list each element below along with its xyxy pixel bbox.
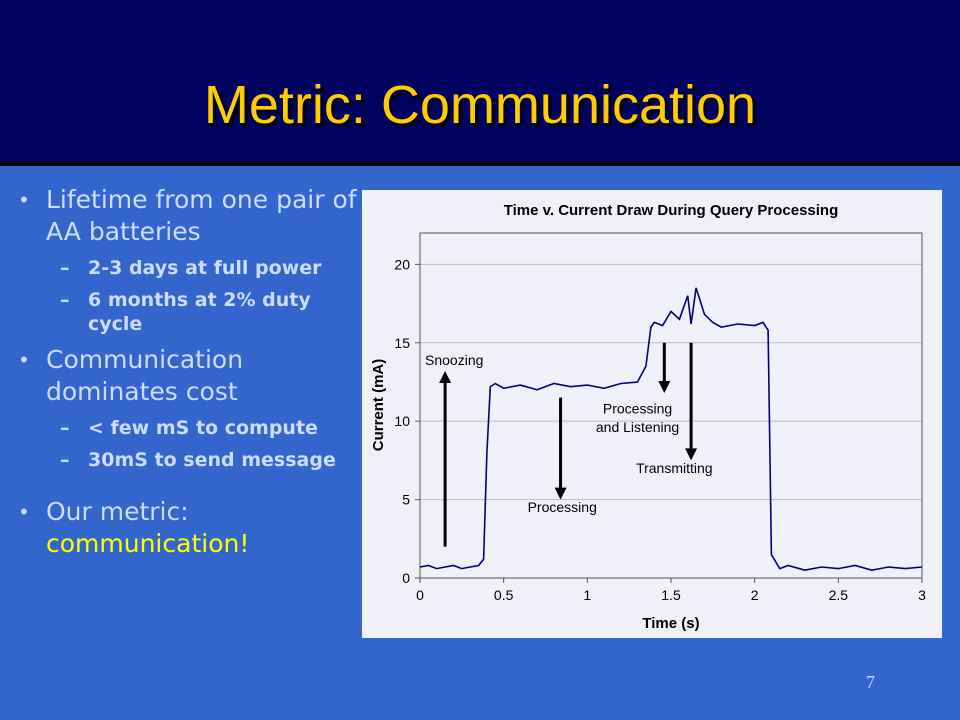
x-tick-label: 2 (751, 587, 759, 603)
bullet-list: Lifetime from one pair of AA batteries 2… (18, 184, 358, 568)
x-tick-label: 0.5 (494, 587, 514, 603)
series-line-current (419, 287, 923, 572)
sub-bullet-full-power: 2-3 days at full power (18, 256, 358, 280)
x-tick-label: 0 (416, 587, 424, 603)
title-bar (0, 0, 960, 162)
y-axis-label: Current (mA) (370, 359, 387, 452)
annotation-label: Processing (603, 400, 672, 416)
sub-bullet-compute: < few mS to compute (18, 416, 358, 440)
annotation-arrowhead (554, 487, 567, 500)
bullet-communication-cost: Communication dominates cost (18, 344, 358, 408)
annotation-arrowhead (439, 371, 452, 383)
annotation-arrowhead (658, 380, 671, 393)
annotation-label: and Listening (596, 419, 679, 435)
y-tick-label: 20 (394, 256, 410, 272)
page-number: 7 (866, 672, 875, 692)
annotation-label: Processing (528, 499, 597, 515)
sub-bullet-duty-cycle: 6 months at 2% duty cycle (18, 288, 358, 336)
metric-label: Our metric: (46, 497, 189, 526)
bullet-our-metric: Our metric: communication! (18, 496, 358, 560)
x-tick-label: 2.5 (829, 587, 849, 603)
y-tick-label: 0 (402, 570, 410, 586)
slide-title: Metric: Communication (203, 75, 757, 135)
chart-title: Time v. Current Draw During Query Proces… (504, 202, 839, 219)
metric-highlight: communication! (46, 529, 250, 558)
sub-bullet-send: 30mS to send message (18, 448, 358, 472)
x-tick-label: 1 (583, 587, 591, 603)
bullet-lifetime: Lifetime from one pair of AA batteries (18, 184, 358, 248)
x-axis-label: Time (s) (642, 615, 699, 632)
annotation-label: Transmitting (636, 460, 713, 476)
x-tick-label: 1.5 (661, 587, 681, 603)
annotation-label: Snoozing (425, 352, 483, 368)
current-draw-chart: Time v. Current Draw During Query Proces… (362, 190, 942, 638)
x-tick-label: 3 (918, 587, 926, 603)
title-divider (0, 162, 960, 166)
y-tick-label: 15 (394, 335, 410, 351)
annotation-arrowhead (685, 448, 698, 461)
y-tick-label: 10 (394, 413, 410, 429)
y-tick-label: 5 (402, 492, 410, 508)
